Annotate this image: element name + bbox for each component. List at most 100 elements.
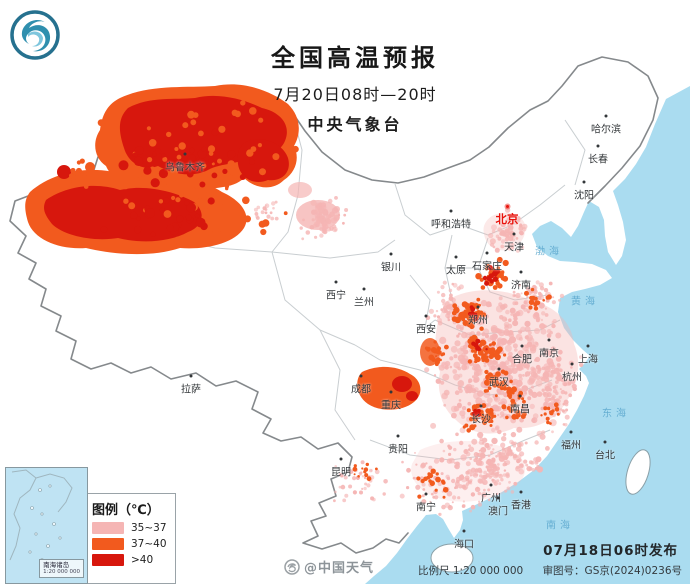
- city-name: 重庆: [381, 400, 401, 412]
- city-label: 昆明: [331, 457, 351, 479]
- map-meta: 比例尺 1:20 000 000 审图号：GS京(2024)0236号: [418, 563, 682, 578]
- issuing-agency: 中央气象台: [307, 115, 403, 134]
- city-marker: [586, 344, 590, 348]
- legend-swatch: [92, 538, 124, 550]
- city-label: 济南: [511, 270, 531, 292]
- city-name: 杭州: [562, 372, 582, 384]
- city-label: 沈阳: [574, 180, 594, 202]
- map-scale: 比例尺 1:20 000 000: [418, 565, 524, 577]
- city-marker: [424, 314, 428, 318]
- city-marker: [518, 394, 522, 398]
- city-name: 成都: [351, 384, 371, 396]
- city-marker: [362, 287, 366, 291]
- city-marker: [604, 114, 608, 118]
- city-name: 沈阳: [574, 190, 594, 202]
- city-label: 西宁: [326, 280, 346, 302]
- sea-name-label: 南海: [546, 520, 574, 532]
- map-approval-number: 审图号：GS京(2024)0236号: [542, 565, 682, 577]
- city-marker: [569, 430, 573, 434]
- city-marker: [570, 362, 574, 366]
- city-marker: [424, 492, 428, 496]
- city-marker: [189, 374, 193, 378]
- city-label: 杭州: [562, 362, 582, 384]
- city-marker: [496, 496, 500, 500]
- legend-item: 35~37: [92, 522, 175, 534]
- legend-label: 37~40: [131, 538, 167, 550]
- city-label: 北京: [496, 205, 519, 227]
- city-marker: [476, 305, 480, 309]
- city-label: 南宁: [416, 492, 436, 514]
- city-marker: [582, 180, 586, 184]
- hainan-island: [430, 543, 474, 573]
- city-name: 澳门: [488, 506, 508, 518]
- city-marker: [519, 270, 523, 274]
- city-label: 成都: [351, 374, 371, 396]
- inset-caption: 南海诸岛: [43, 561, 70, 569]
- city-label: 澳门: [488, 496, 508, 518]
- sea-name-label: 东海: [602, 408, 630, 420]
- city-marker: [334, 280, 338, 284]
- watermark: @中国天气: [284, 557, 374, 576]
- city-label: 广州: [481, 483, 501, 505]
- city-name: 银川: [381, 262, 401, 274]
- city-name: 长沙: [471, 414, 491, 426]
- city-label: 海口: [454, 529, 474, 551]
- issue-time: 07月18日06时发布: [543, 543, 678, 559]
- legend-swatch: [92, 554, 124, 566]
- legend-item: >40: [92, 554, 175, 566]
- city-name: 南昌: [510, 404, 530, 416]
- city-name: 乌鲁木齐: [165, 162, 205, 174]
- city-name: 昆明: [331, 467, 351, 479]
- city-marker: [449, 209, 453, 213]
- sea-name-label: 渤海: [535, 246, 563, 258]
- city-label: 乌鲁木齐: [165, 152, 205, 174]
- city-label: 上海: [578, 344, 598, 366]
- watermark-text: @中国天气: [304, 561, 375, 576]
- forecast-period: 7月20日08时—20时: [273, 85, 437, 104]
- legend-title: 图例（℃）: [92, 503, 160, 518]
- city-marker: [505, 205, 509, 208]
- city-label: 拉萨: [181, 374, 201, 396]
- city-marker: [512, 232, 516, 236]
- city-label: 呼和浩特: [431, 209, 471, 231]
- city-name: 海口: [454, 539, 474, 551]
- city-name: 武汉: [489, 377, 509, 389]
- city-name: 南宁: [416, 502, 436, 514]
- city-name: 石家庄: [472, 261, 502, 273]
- city-label: 天津: [504, 232, 524, 254]
- city-name: 济南: [511, 280, 531, 292]
- city-label: 香港: [511, 490, 531, 512]
- city-label: 贵阳: [388, 434, 408, 456]
- city-label: 重庆: [381, 390, 401, 412]
- city-name: 西安: [416, 324, 436, 336]
- city-name: 拉萨: [181, 384, 201, 396]
- city-marker: [389, 390, 393, 394]
- city-name: 香港: [511, 500, 531, 512]
- heat-speckles: [69, 100, 584, 517]
- city-label: 长沙: [471, 404, 491, 426]
- city-label: 武汉: [489, 367, 509, 389]
- city-marker: [183, 152, 187, 156]
- city-label: 郑州: [468, 305, 488, 327]
- city-label: 太原: [446, 255, 466, 277]
- city-marker: [520, 344, 524, 348]
- city-name: 南京: [539, 348, 559, 360]
- city-name: 福州: [561, 440, 581, 452]
- city-label: 长春: [588, 144, 608, 166]
- legend: 图例（℃） 35~37 37~40 >40: [84, 493, 176, 584]
- city-name: 天津: [504, 242, 524, 254]
- city-label: 银川: [381, 252, 401, 274]
- city-label: 福州: [561, 430, 581, 452]
- city-name: 郑州: [468, 315, 488, 327]
- city-marker: [479, 404, 483, 408]
- city-marker: [396, 434, 400, 438]
- city-marker: [497, 367, 501, 371]
- city-label: 合肥: [512, 344, 532, 366]
- city-name: 贵阳: [388, 444, 408, 456]
- city-marker: [339, 457, 343, 461]
- city-name: 兰州: [354, 297, 374, 309]
- city-marker: [485, 251, 489, 255]
- taiwan-island: [625, 449, 651, 495]
